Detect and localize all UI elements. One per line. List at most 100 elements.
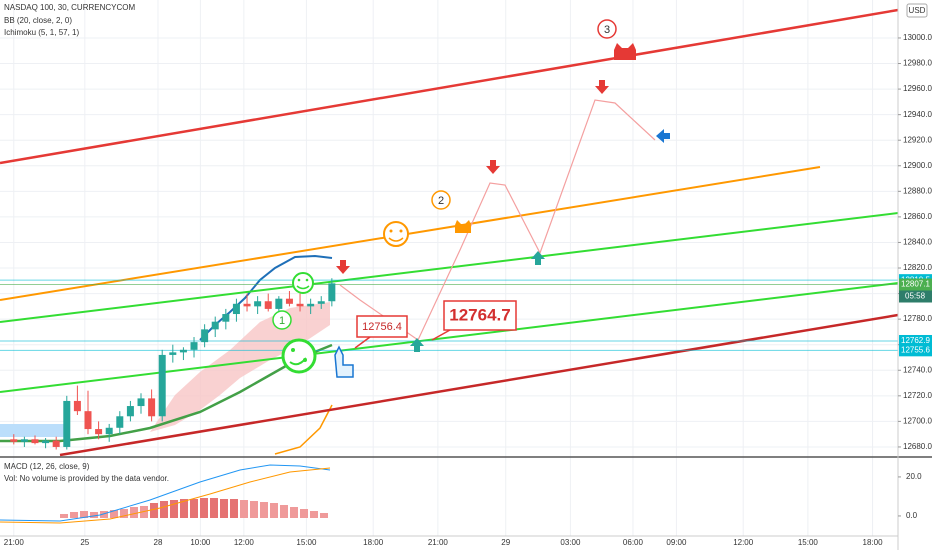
candle-body xyxy=(254,301,262,307)
currency-box xyxy=(906,3,928,18)
candle-body xyxy=(73,400,81,412)
y-tick-label: 12960.0 xyxy=(903,84,932,93)
x-tick-label: 12:00 xyxy=(733,538,754,547)
candle-body xyxy=(158,354,166,417)
price-label-box xyxy=(899,278,932,291)
price-label-box xyxy=(899,344,932,357)
candle-body xyxy=(116,416,124,428)
trend-line xyxy=(0,8,899,165)
candles xyxy=(10,278,336,450)
y-tick-label: 12720.0 xyxy=(903,391,932,400)
y-tick-label: 12820.0 xyxy=(903,263,932,272)
left-arrow xyxy=(656,129,670,143)
hand-icon xyxy=(334,345,354,378)
arrows xyxy=(336,80,670,352)
smiley xyxy=(292,272,314,294)
trend-line xyxy=(0,166,821,301)
y-tick-label: 12780.0 xyxy=(903,314,932,323)
x-tick-label: 18:00 xyxy=(863,538,884,547)
candle-body xyxy=(10,439,18,442)
price-label: 12755.6 xyxy=(901,345,930,354)
marker-label: 3 xyxy=(604,24,610,36)
grid xyxy=(0,0,898,536)
y-tick-label: 12880.0 xyxy=(903,186,932,195)
annotation-box xyxy=(443,300,517,331)
y-tick-label: 12860.0 xyxy=(903,212,932,221)
candle-body xyxy=(105,427,113,435)
x-tick-label: 09:00 xyxy=(666,538,687,547)
callout-pointer xyxy=(354,336,371,349)
candle-body xyxy=(296,303,304,307)
candle-body xyxy=(264,301,272,309)
y-tick-label: 0.0 xyxy=(906,511,918,520)
emojis xyxy=(281,43,636,378)
y-tick-label: 13000.0 xyxy=(903,33,932,42)
cat-icon xyxy=(455,220,471,233)
indicator-label: BB (20, close, 2, 0) xyxy=(4,16,72,25)
countdown-box xyxy=(899,290,932,303)
candle-body xyxy=(95,429,103,435)
x-tick-label: 25 xyxy=(80,538,89,547)
macd-title: MACD (12, 26, close, 9) xyxy=(4,462,90,471)
cat-icon xyxy=(614,43,636,60)
marker-circle xyxy=(597,19,617,39)
x-tick-label: 29 xyxy=(501,538,510,547)
up-arrow xyxy=(531,251,545,265)
y-tick-label: 12980.0 xyxy=(903,59,932,68)
candle-body xyxy=(211,321,219,330)
x-tick-label: 21:00 xyxy=(428,538,449,547)
candle-body xyxy=(126,406,134,417)
candle-body xyxy=(31,439,39,444)
y-tick-label: 12700.0 xyxy=(903,416,932,425)
x-tick-label: 03:00 xyxy=(560,538,581,547)
candle-body xyxy=(328,283,336,302)
y-tick-label: 12740.0 xyxy=(903,365,932,374)
axes: 12680.012700.012720.012740.012760.012780… xyxy=(4,33,932,547)
candle-body xyxy=(222,314,230,322)
trend-line xyxy=(59,313,899,457)
volume-note: Vol: No volume is provided by the data v… xyxy=(4,474,169,483)
lagging-line xyxy=(274,404,333,455)
x-tick-label: 10:00 xyxy=(190,538,211,547)
candle-body xyxy=(148,398,156,417)
trend-line xyxy=(0,282,899,393)
ichimoku-cloud xyxy=(150,302,330,432)
price-lines xyxy=(0,279,898,351)
candle-body xyxy=(63,400,71,447)
candle-body xyxy=(201,329,209,343)
candle-body xyxy=(169,352,177,355)
marker-label: 1 xyxy=(279,315,285,327)
price-label-box xyxy=(899,334,932,347)
y-tick-label: 12840.0 xyxy=(903,238,932,247)
smiley xyxy=(383,221,409,247)
y-tick-label: 12940.0 xyxy=(903,110,932,119)
price-label: 12807.1 xyxy=(901,280,930,289)
marker-circle xyxy=(272,310,292,330)
marker-circle xyxy=(431,190,451,210)
y-tick-label: 12680.0 xyxy=(903,442,932,451)
currency-label: USD xyxy=(909,6,926,15)
x-tick-label: 18:00 xyxy=(363,538,384,547)
x-tick-label: 28 xyxy=(154,538,163,547)
callout-pointer xyxy=(431,329,451,341)
candle-body xyxy=(84,411,92,430)
down-arrow xyxy=(486,160,500,174)
y-tick-label: 12900.0 xyxy=(903,161,932,170)
down-arrow xyxy=(595,80,609,94)
candle-body xyxy=(307,303,315,307)
x-tick-label: 15:00 xyxy=(296,538,317,547)
indicator-label: Ichimoku (5, 1, 57, 1) xyxy=(4,28,79,37)
down-arrow xyxy=(336,260,350,274)
signal-line xyxy=(0,467,331,524)
x-tick-label: 06:00 xyxy=(623,538,644,547)
cloud-box xyxy=(0,424,66,437)
annotation-label: 12756.4 xyxy=(362,321,402,333)
candle-body xyxy=(285,298,293,304)
y-tick-label: 20.0 xyxy=(906,472,922,481)
chart-title: NASDAQ 100, 30, CURRENCYCOM xyxy=(4,3,135,12)
candle-body xyxy=(317,301,325,304)
candle-body xyxy=(137,398,145,407)
marker-label: 2 xyxy=(438,195,444,207)
candle-body xyxy=(190,342,198,350)
